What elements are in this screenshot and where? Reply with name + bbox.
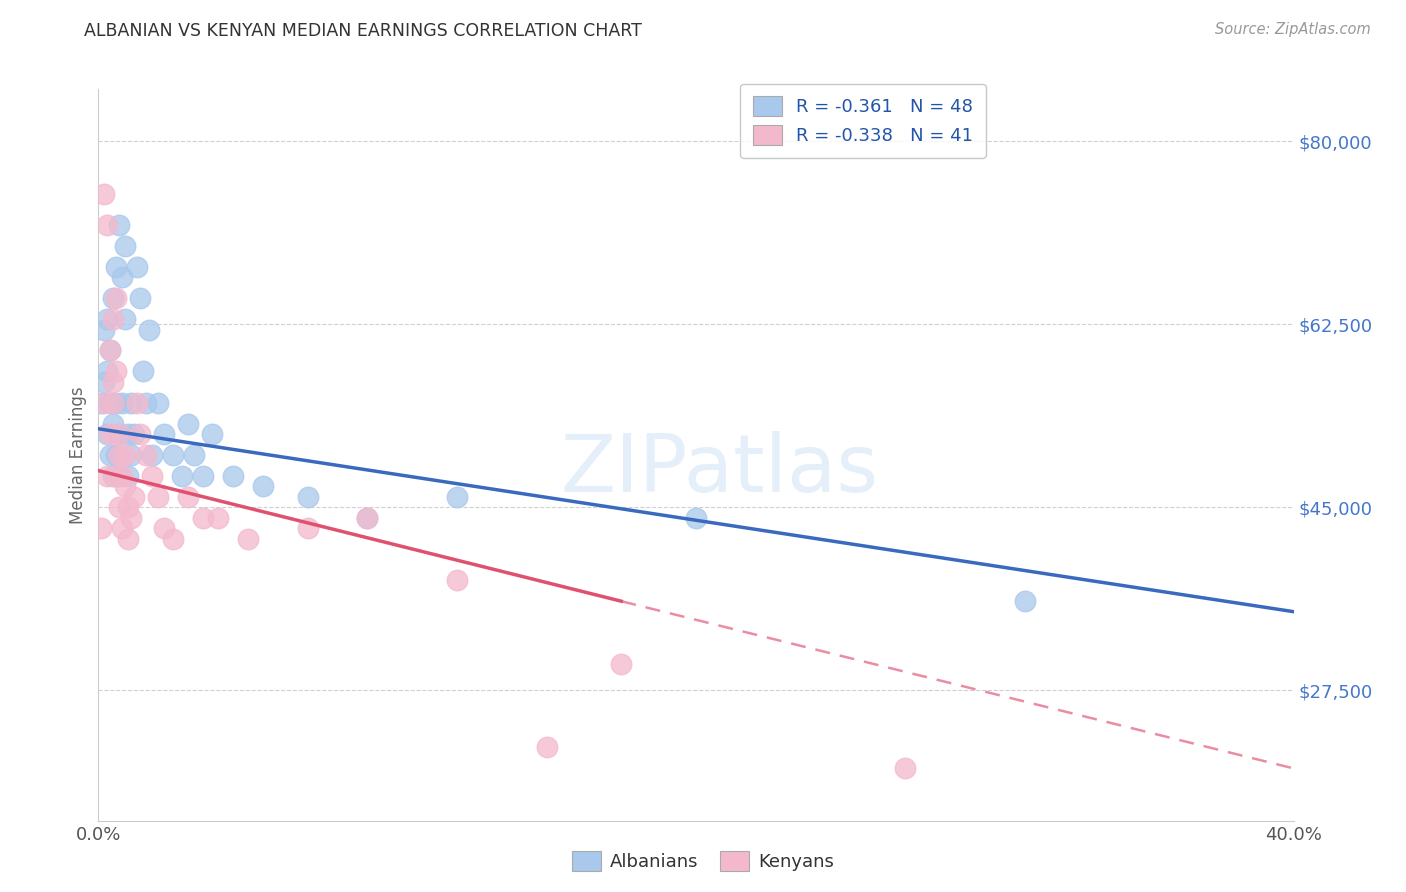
Point [117, 500, 139, 515]
Point [96, 218, 118, 232]
Point [98, 395, 122, 409]
Point [536, 740, 558, 755]
Y-axis label: Median Earnings: Median Earnings [69, 386, 87, 524]
Text: ZIPatlas: ZIPatlas [561, 431, 879, 508]
Point [191, 468, 214, 483]
Point [124, 490, 146, 504]
Point [236, 532, 259, 546]
Point [894, 761, 917, 775]
Point [114, 448, 136, 462]
Point [446, 490, 468, 504]
Point [446, 574, 468, 588]
Point [93, 186, 115, 201]
Point [117, 427, 139, 442]
Point [297, 521, 319, 535]
Point [90, 395, 112, 409]
Point [103, 375, 125, 389]
Point [108, 218, 131, 232]
Point [96, 312, 118, 326]
Point [108, 448, 131, 462]
Text: Source: ZipAtlas.com: Source: ZipAtlas.com [1215, 22, 1371, 37]
Point [153, 521, 176, 535]
Point [120, 510, 142, 524]
Point [108, 427, 131, 442]
Point [114, 312, 136, 326]
Point [105, 260, 128, 274]
Point [183, 448, 205, 462]
Point [103, 417, 125, 431]
Point [105, 364, 128, 378]
Point [356, 510, 378, 524]
Point [111, 270, 134, 285]
Point [98, 427, 122, 442]
Point [103, 395, 125, 409]
Legend: R = -0.361   N = 48, R = -0.338   N = 41: R = -0.361 N = 48, R = -0.338 N = 41 [740, 84, 986, 158]
Point [93, 395, 115, 409]
Point [162, 532, 184, 546]
Point [222, 468, 245, 483]
Point [252, 479, 274, 493]
Point [108, 468, 131, 483]
Point [105, 395, 128, 409]
Point [148, 490, 170, 504]
Point [172, 468, 194, 483]
Point [105, 291, 128, 305]
Point [129, 427, 152, 442]
Point [105, 448, 128, 462]
Point [96, 364, 118, 378]
Point [141, 468, 163, 483]
Point [138, 322, 160, 336]
Point [108, 427, 131, 442]
Point [93, 322, 115, 336]
Point [120, 448, 142, 462]
Point [132, 364, 155, 378]
Point [153, 427, 176, 442]
Point [111, 468, 134, 483]
Point [90, 521, 112, 535]
Point [127, 395, 149, 409]
Point [103, 312, 125, 326]
Point [93, 375, 115, 389]
Point [297, 490, 319, 504]
Legend: Albanians, Kenyans: Albanians, Kenyans [565, 844, 841, 879]
Point [148, 395, 170, 409]
Point [610, 657, 633, 671]
Point [114, 239, 136, 253]
Point [96, 427, 118, 442]
Point [124, 427, 146, 442]
Point [108, 500, 131, 515]
Point [177, 417, 200, 431]
Point [105, 468, 128, 483]
Point [114, 479, 136, 493]
Point [135, 448, 157, 462]
Point [141, 448, 163, 462]
Point [201, 427, 224, 442]
Point [1014, 594, 1036, 608]
Point [135, 395, 157, 409]
Point [685, 510, 707, 524]
Point [98, 448, 122, 462]
Point [177, 490, 200, 504]
Point [129, 291, 152, 305]
Point [356, 510, 378, 524]
Point [103, 291, 125, 305]
Point [98, 343, 122, 358]
Text: ALBANIAN VS KENYAN MEDIAN EARNINGS CORRELATION CHART: ALBANIAN VS KENYAN MEDIAN EARNINGS CORRE… [84, 22, 643, 40]
Point [98, 343, 122, 358]
Point [127, 260, 149, 274]
Point [103, 468, 125, 483]
Point [111, 521, 134, 535]
Point [162, 448, 184, 462]
Point [96, 468, 118, 483]
Point [191, 510, 214, 524]
Point [207, 510, 229, 524]
Point [120, 395, 142, 409]
Point [111, 395, 134, 409]
Point [117, 532, 139, 546]
Point [117, 468, 139, 483]
